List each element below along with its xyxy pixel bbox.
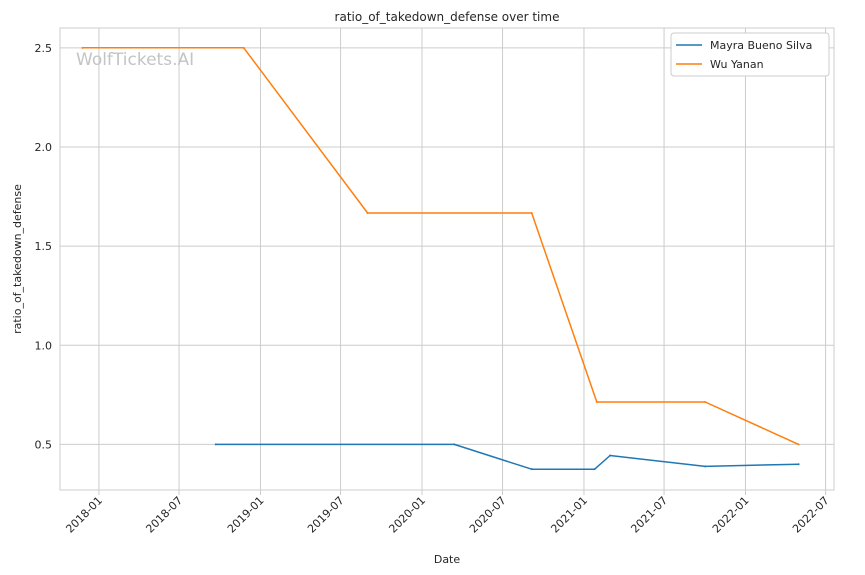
- legend-label-mayra-bueno-silva: Mayra Bueno Silva: [710, 39, 812, 52]
- y-tick-label: 0.5: [35, 438, 53, 451]
- y-tick-label: 1.0: [35, 339, 53, 352]
- data-point-mayra-bueno-silva: [609, 454, 612, 457]
- data-point-wu-yanan: [704, 400, 707, 403]
- data-point-mayra-bueno-silva: [453, 443, 456, 446]
- y-tick-labels: 0.5 1.0 1.5 2.0 2.5: [35, 42, 53, 452]
- data-point-mayra-bueno-silva: [593, 468, 596, 471]
- data-point-mayra-bueno-silva: [530, 468, 533, 471]
- legend-box: [670, 32, 830, 77]
- data-point-wu-yanan: [797, 443, 800, 446]
- y-tick-label: 1.5: [35, 240, 53, 253]
- y-axis-label: ratio_of_takedown_defense: [11, 184, 24, 334]
- data-point-wu-yanan: [81, 46, 84, 49]
- data-point-wu-yanan: [530, 211, 533, 214]
- chart-title: ratio_of_takedown_defense over time: [335, 10, 560, 24]
- data-point-wu-yanan: [595, 400, 598, 403]
- plot-frame: [59, 27, 835, 491]
- legend-label-wu-yanan: Wu Yanan: [710, 58, 764, 71]
- data-point-mayra-bueno-silva: [214, 443, 217, 446]
- watermark: WolfTickets.AI: [76, 50, 194, 70]
- y-tick-label: 2.0: [35, 141, 53, 154]
- data-point-wu-yanan: [242, 46, 245, 49]
- x-axis-label: Date: [434, 553, 461, 566]
- data-point-mayra-bueno-silva: [704, 465, 707, 468]
- series-layer: [81, 46, 800, 471]
- data-point-mayra-bueno-silva: [797, 463, 800, 466]
- data-point-wu-yanan: [366, 211, 369, 214]
- legend: Mayra Bueno Silva Wu Yanan: [670, 32, 830, 77]
- y-tick-label: 2.5: [35, 42, 53, 55]
- grid: [60, 28, 834, 495]
